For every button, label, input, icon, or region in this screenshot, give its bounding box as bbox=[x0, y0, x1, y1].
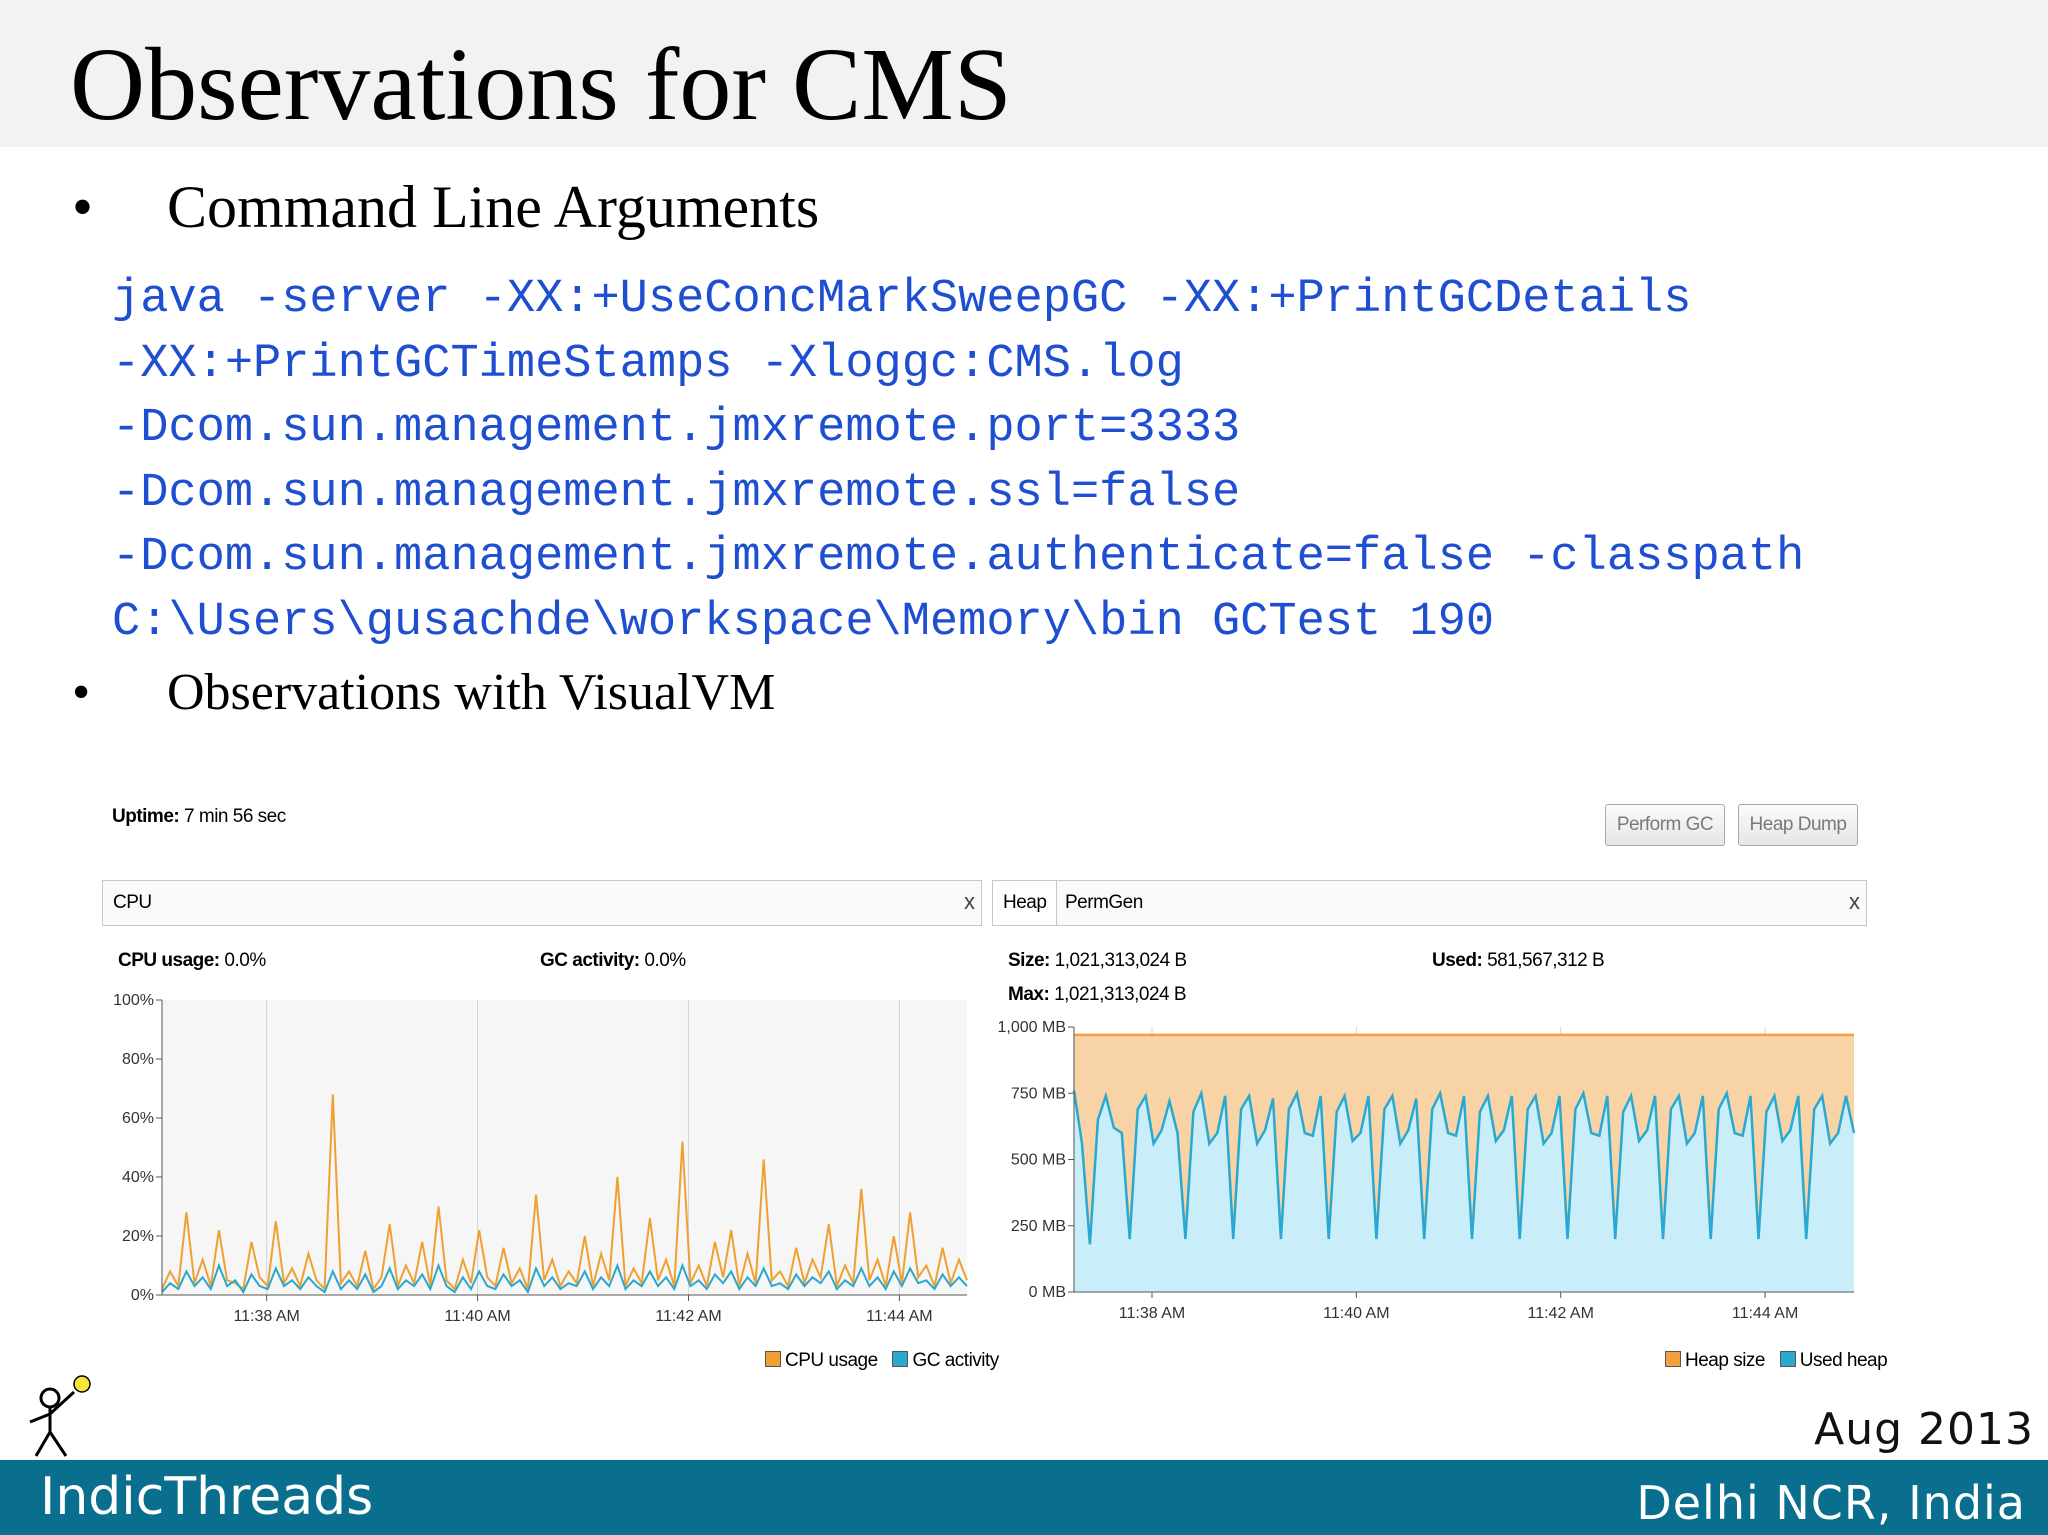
y-tick-label: 1,000 MB bbox=[998, 1019, 1066, 1036]
y-tick-label: 100% bbox=[113, 992, 154, 1009]
legend-label: CPU usage bbox=[785, 1350, 878, 1371]
uptime-label: Uptime: bbox=[112, 806, 180, 827]
bullet-text: Command Line Arguments bbox=[167, 174, 820, 240]
heap-size-readout: Size: 1,021,313,024 B bbox=[1008, 950, 1187, 972]
y-tick-label: 60% bbox=[122, 1110, 154, 1127]
slide-title: Observations for CMS bbox=[70, 27, 1012, 142]
close-icon[interactable]: x bbox=[1849, 889, 1860, 914]
cpu-usage-readout: CPU usage: 0.0% bbox=[118, 950, 266, 972]
heap-panel-header: Heap PermGen x bbox=[992, 880, 1867, 926]
series-line bbox=[161, 1094, 968, 1292]
x-tick-label: 11:38 AM bbox=[233, 1308, 299, 1325]
uptime: Uptime: 7 min 56 sec bbox=[112, 806, 286, 828]
heap-size-value: 1,021,313,024 B bbox=[1054, 950, 1187, 971]
x-tick-label: 11:42 AM bbox=[1528, 1305, 1594, 1322]
heap-chart: 1,000 MB 750 MB 500 MB 250 MB 0 MB 11:38 AM 11… bbox=[998, 1019, 1856, 1322]
y-tick-label: 0 MB bbox=[1029, 1284, 1066, 1301]
cpu-chart: 100% 80% 60% 40% 20% 0% 11:38 AM 11:40 AM 11:42 … bbox=[113, 992, 968, 1325]
heap-size-label: Size: bbox=[1008, 950, 1050, 971]
brand-name: IndicThreads bbox=[40, 1467, 374, 1527]
tab-cpu[interactable]: CPU bbox=[113, 892, 152, 913]
heap-max-readout: Max: 1,021,313,024 B bbox=[1008, 984, 1187, 1006]
command-line: C:\Users\gusachde\workspace\Memory\bin G… bbox=[112, 595, 1495, 649]
title-bar bbox=[0, 0, 2048, 147]
y-tick-label: 20% bbox=[122, 1228, 154, 1245]
command-block: java -server -XX:+UseConcMarkSweepGC -XX… bbox=[112, 268, 1804, 655]
x-tick-label: 11:40 AM bbox=[1323, 1305, 1389, 1322]
tab-heap[interactable]: Heap bbox=[993, 881, 1058, 925]
event-location: Delhi NCR, India bbox=[1636, 1476, 2026, 1530]
stick-figure-logo bbox=[29, 1375, 91, 1457]
heap-chart-legend: Heap size Used heap bbox=[1665, 1350, 1888, 1372]
cpu-usage-label: CPU usage: bbox=[118, 950, 220, 971]
legend-swatch bbox=[892, 1351, 909, 1367]
x-tick-label: 11:38 AM bbox=[1119, 1305, 1185, 1322]
x-tick-label: 11:40 AM bbox=[444, 1308, 510, 1325]
legend-swatch bbox=[765, 1351, 781, 1367]
y-tick-label: 0% bbox=[131, 1287, 154, 1304]
plot-area bbox=[162, 1000, 967, 1295]
y-tick-label: 250 MB bbox=[1011, 1218, 1066, 1235]
x-tick-label: 11:42 AM bbox=[655, 1308, 721, 1325]
event-date: Aug 2013 bbox=[1814, 1404, 2034, 1455]
gc-activity-value: 0.0% bbox=[644, 950, 686, 971]
legend-label: Heap size bbox=[1685, 1350, 1766, 1371]
command-line: -Dcom.sun.management.jmxremote.ssl=false bbox=[112, 466, 1241, 520]
gc-activity-readout: GC activity: 0.0% bbox=[540, 950, 686, 972]
visualvm-monitor: Uptime: 7 min 56 sec Perform GC Heap Dum… bbox=[100, 790, 1888, 1390]
heap-dump-button[interactable]: Heap Dump bbox=[1738, 804, 1858, 846]
heap-used-readout: Used: 581,567,312 B bbox=[1432, 950, 1605, 972]
command-line: java -server -XX:+UseConcMarkSweepGC -XX… bbox=[112, 273, 1692, 326]
perform-gc-button[interactable]: Perform GC bbox=[1605, 804, 1725, 846]
close-icon[interactable]: x bbox=[964, 889, 975, 914]
y-tick-label: 40% bbox=[122, 1169, 154, 1186]
y-tick-label: 80% bbox=[122, 1051, 154, 1068]
legend-swatch bbox=[1779, 1351, 1796, 1367]
series-area bbox=[1074, 1090, 1854, 1292]
y-tick-label: 750 MB bbox=[1011, 1085, 1066, 1102]
command-line: -Dcom.sun.management.jmxremote.port=3333 bbox=[112, 402, 1241, 455]
series-line bbox=[161, 1262, 968, 1295]
cpu-usage-value: 0.0% bbox=[224, 950, 266, 971]
command-line: -XX:+PrintGCTimeStamps -Xloggc:CMS.log bbox=[112, 337, 1184, 391]
legend-label: GC activity bbox=[912, 1350, 999, 1371]
command-line: -Dcom.sun.management.jmxremote.authentic… bbox=[112, 531, 1805, 584]
heap-used-value: 581,567,312 B bbox=[1487, 950, 1605, 971]
bullet-text: Observations with VisualVM bbox=[167, 664, 776, 721]
x-tick-label: 11:44 AM bbox=[866, 1308, 932, 1325]
uptime-value: 7 min 56 sec bbox=[184, 806, 286, 827]
tab-permgen[interactable]: PermGen bbox=[1065, 892, 1143, 913]
heap-used-label: Used: bbox=[1432, 950, 1483, 971]
series-line bbox=[1072, 1088, 1856, 1245]
heap-max-value: 1,021,313,024 B bbox=[1054, 984, 1187, 1005]
gc-activity-label: GC activity: bbox=[540, 950, 640, 971]
bullet-symbol: • bbox=[72, 174, 94, 240]
x-tick-label: 11:44 AM bbox=[1732, 1305, 1798, 1322]
cpu-panel-header: CPU x bbox=[102, 880, 982, 926]
y-tick-label: 500 MB bbox=[1011, 1152, 1066, 1169]
legend-label: Used heap bbox=[1799, 1350, 1888, 1371]
bullet-symbol: • bbox=[72, 664, 91, 721]
footer-bar bbox=[0, 1460, 2048, 1535]
cpu-chart-legend: CPU usage GC activity bbox=[765, 1350, 999, 1372]
heap-max-label: Max: bbox=[1008, 984, 1050, 1005]
legend-swatch bbox=[1665, 1351, 1681, 1367]
